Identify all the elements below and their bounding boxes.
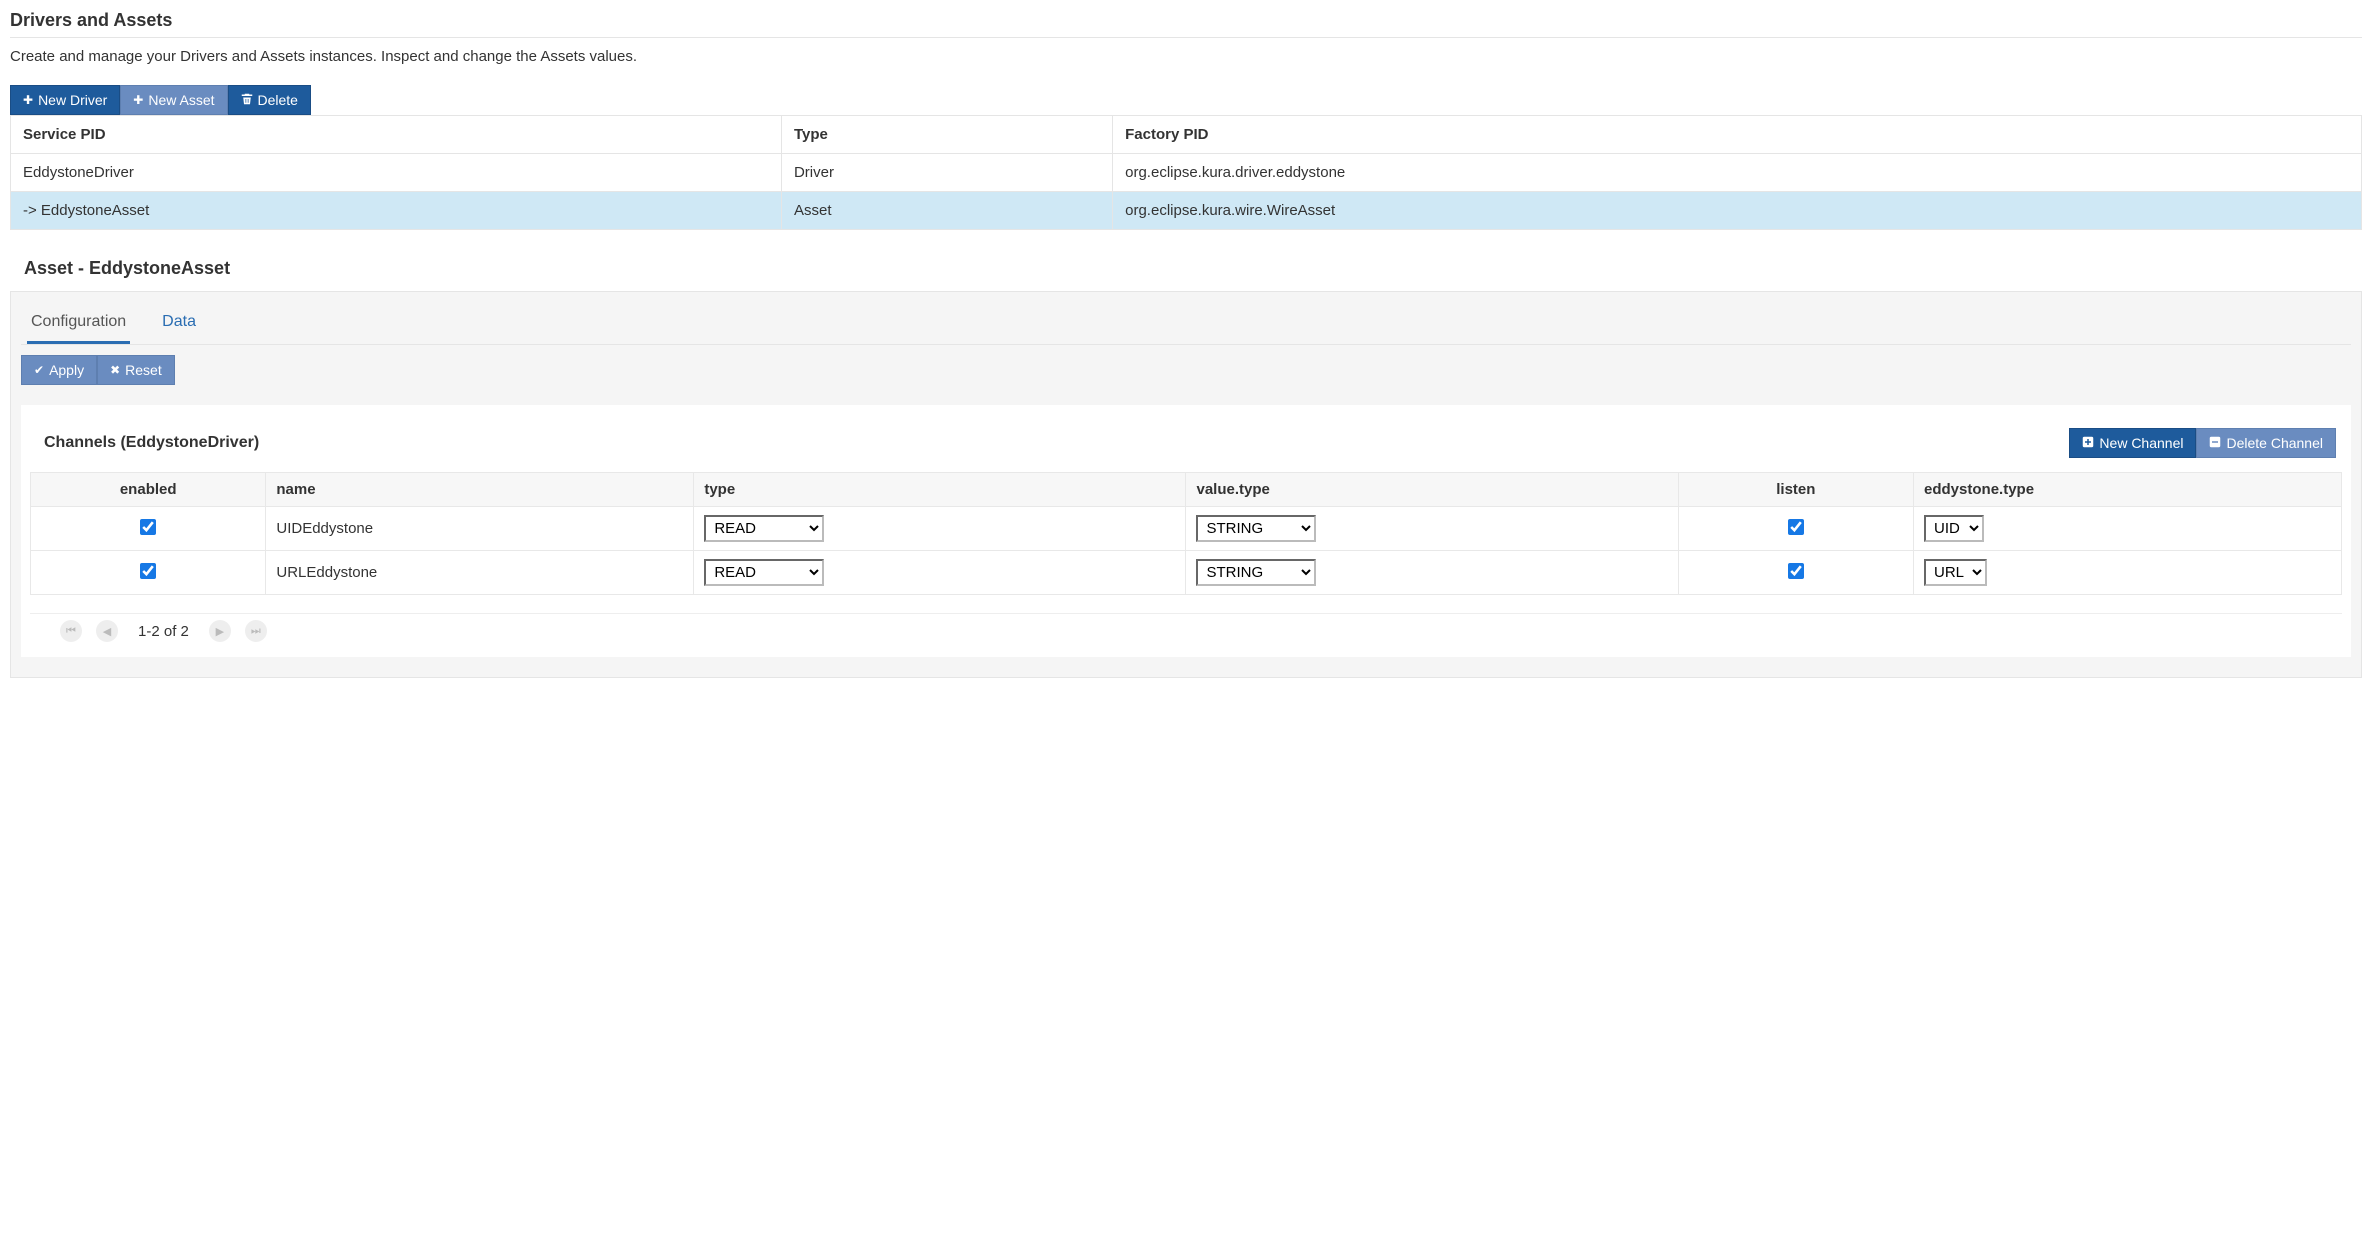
minus-square-icon — [2209, 436, 2221, 450]
new-asset-button[interactable]: ✚ New Asset — [120, 85, 227, 115]
asset-panel-title: Asset - EddystoneAsset — [24, 258, 2362, 279]
delete-button[interactable]: Delete — [228, 85, 311, 115]
cell-service-pid: EddystoneDriver — [11, 154, 782, 192]
cell-type: Asset — [781, 192, 1112, 230]
channels-title: Channels (EddystoneDriver) — [44, 434, 259, 452]
apply-label: Apply — [49, 362, 84, 378]
pager: ⏮ ◀ 1-2 of 2 ▶ ⏭ — [30, 613, 2342, 648]
value-type-select[interactable]: STRING — [1196, 515, 1316, 542]
table-row[interactable]: EddystoneDriver Driver org.eclipse.kura.… — [11, 154, 2362, 192]
col-eddystone-type[interactable]: eddystone.type — [1914, 473, 2342, 507]
listen-checkbox[interactable] — [1788, 563, 1804, 579]
table-row[interactable]: -> EddystoneAsset Asset org.eclipse.kura… — [11, 192, 2362, 230]
delete-channel-button[interactable]: Delete Channel — [2196, 428, 2336, 458]
channel-row[interactable]: URLEddystone READ STRING UR — [31, 551, 2342, 595]
new-driver-label: New Driver — [38, 92, 107, 108]
cell-factory-pid: org.eclipse.kura.wire.WireAsset — [1113, 192, 2362, 230]
col-factory-pid[interactable]: Factory PID — [1113, 116, 2362, 154]
plus-icon: ✚ — [133, 94, 143, 106]
col-type-channel[interactable]: type — [694, 473, 1186, 507]
channels-section: Channels (EddystoneDriver) New Channel D… — [21, 405, 2351, 657]
channel-name-cell: UIDEddystone — [266, 507, 694, 551]
tab-data[interactable]: Data — [158, 307, 200, 344]
toolbar: ✚ New Driver ✚ New Asset Delete — [10, 85, 2362, 115]
asset-actions: ✔ Apply ✖ Reset — [21, 355, 2351, 385]
trash-icon — [241, 93, 253, 107]
channels-header-row: enabled name type value.type listen eddy… — [31, 473, 2342, 507]
title-divider — [10, 37, 2362, 38]
channel-name-cell: URLEddystone — [266, 551, 694, 595]
reset-label: Reset — [125, 362, 162, 378]
config-panel: Configuration Data ✔ Apply ✖ Reset Chann… — [10, 291, 2362, 678]
col-type[interactable]: Type — [781, 116, 1112, 154]
tabs-container: Configuration Data — [21, 307, 2351, 345]
channel-row[interactable]: UIDEddystone READ STRING UI — [31, 507, 2342, 551]
first-page-button[interactable]: ⏮ — [60, 620, 82, 642]
cell-type: Driver — [781, 154, 1112, 192]
enabled-checkbox[interactable] — [140, 563, 156, 579]
col-service-pid[interactable]: Service PID — [11, 116, 782, 154]
channels-buttons: New Channel Delete Channel — [2069, 428, 2336, 458]
new-channel-label: New Channel — [2099, 435, 2183, 451]
table-header-row: Service PID Type Factory PID — [11, 116, 2362, 154]
col-name[interactable]: name — [266, 473, 694, 507]
reset-button[interactable]: ✖ Reset — [97, 355, 175, 385]
next-page-button[interactable]: ▶ — [209, 620, 231, 642]
channels-header: Channels (EddystoneDriver) New Channel D… — [30, 428, 2342, 472]
listen-checkbox[interactable] — [1788, 519, 1804, 535]
pager-text: 1-2 of 2 — [138, 623, 189, 640]
delete-channel-label: Delete Channel — [2226, 435, 2323, 451]
prev-page-button[interactable]: ◀ — [96, 620, 118, 642]
new-asset-label: New Asset — [148, 92, 214, 108]
eddystone-type-select[interactable]: URL — [1924, 559, 1987, 586]
eddystone-type-select[interactable]: UID — [1924, 515, 1984, 542]
plus-icon: ✚ — [23, 94, 33, 106]
enabled-checkbox[interactable] — [140, 519, 156, 535]
new-driver-button[interactable]: ✚ New Driver — [10, 85, 120, 115]
col-listen[interactable]: listen — [1678, 473, 1913, 507]
page-description: Create and manage your Drivers and Asset… — [10, 48, 2362, 65]
type-select[interactable]: READ — [704, 515, 824, 542]
tab-configuration[interactable]: Configuration — [27, 307, 130, 344]
type-select[interactable]: READ — [704, 559, 824, 586]
plus-square-icon — [2082, 436, 2094, 450]
cell-factory-pid: org.eclipse.kura.driver.eddystone — [1113, 154, 2362, 192]
close-icon: ✖ — [110, 364, 120, 376]
apply-button[interactable]: ✔ Apply — [21, 355, 97, 385]
channels-table: enabled name type value.type listen eddy… — [30, 472, 2342, 595]
cell-service-pid: -> EddystoneAsset — [11, 192, 782, 230]
delete-label: Delete — [258, 92, 298, 108]
col-value-type[interactable]: value.type — [1186, 473, 1678, 507]
page-title: Drivers and Assets — [10, 10, 2362, 31]
drivers-assets-table: Service PID Type Factory PID EddystoneDr… — [10, 115, 2362, 230]
col-enabled[interactable]: enabled — [31, 473, 266, 507]
check-icon: ✔ — [34, 364, 44, 376]
value-type-select[interactable]: STRING — [1196, 559, 1316, 586]
new-channel-button[interactable]: New Channel — [2069, 428, 2196, 458]
last-page-button[interactable]: ⏭ — [245, 620, 267, 642]
